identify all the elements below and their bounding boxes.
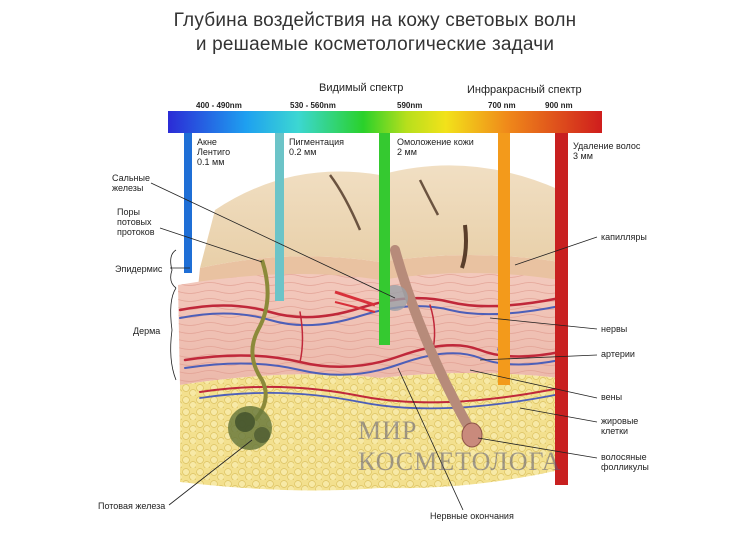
sweat-gland (228, 259, 272, 450)
wavelength-label: 590nm (397, 101, 423, 110)
diagram-title-line2: и решаемые косметологические задачи (195, 34, 555, 55)
band-acne-depth: 0.1 мм (197, 157, 225, 167)
label-epidermis: Эпидермис (115, 264, 163, 274)
band-label-pigmentation: Пигментация 0.2 мм (289, 137, 344, 157)
band-label-hair-removal: Удаление волос 3 мм (573, 141, 640, 161)
wavelength-label: 700 nm (488, 101, 516, 110)
fat-layer (180, 373, 560, 491)
label-capillaries: капилляры (601, 232, 647, 242)
label-arteries: артерии (601, 349, 635, 359)
watermark-line2: КОСМЕТОЛОГА (358, 447, 562, 476)
label-hair-follicles: волосяные фолликулы (601, 452, 649, 472)
label-nerves: нервы (601, 324, 628, 334)
infrared-spectrum-label: Инфракрасный спектр (467, 84, 582, 96)
hair-follicles (328, 174, 483, 448)
label-nerve-endings: Нервные окончания (430, 511, 514, 521)
band-pigmentation (275, 133, 284, 301)
label-sebaceous-line1: Сальные (112, 173, 150, 183)
label-sweat-gland: Потовая железа (98, 501, 166, 511)
watermark-line1: МИР (358, 416, 418, 445)
label-fat-cells: жировые клетки (601, 416, 638, 436)
label-pores-line1: Поры (117, 207, 140, 217)
band-acne-text: Акне (197, 137, 217, 147)
wavelength-label: 400 - 490nm (196, 101, 242, 110)
wavelength-label: 900 nm (545, 101, 573, 110)
band-lentigo-text: Лентиго (197, 147, 231, 157)
label-follicles-line1: волосяные (601, 452, 647, 462)
band-rejuvenation (379, 133, 390, 345)
label-fat-line2: клетки (601, 426, 629, 436)
band-acne-lentigo (184, 133, 192, 273)
band-hair-removal (555, 133, 568, 485)
band-pigmentation-depth: 0.2 мм (289, 147, 317, 157)
blood-vessels (178, 296, 562, 410)
label-sebaceous-glands: Сальные железы (112, 173, 150, 193)
band-pigmentation-text: Пигментация (289, 137, 345, 147)
label-follicles-line2: фолликулы (601, 462, 649, 472)
wavelength-label: 530 - 560nm (290, 101, 336, 110)
band-hair-removal-depth: 3 мм (573, 151, 593, 161)
label-dermis: Дерма (133, 326, 161, 336)
diagram-title-line1: Глубина воздействия на кожу световых вол… (173, 10, 577, 31)
band-orange (498, 133, 510, 385)
label-sweat-pores: Поры потовых протоков (117, 207, 155, 237)
label-veins: вены (601, 392, 623, 402)
band-rejuvenation-depth: 2 мм (397, 147, 417, 157)
label-sebaceous-line2: железы (112, 183, 144, 193)
label-pores-line3: протоков (117, 227, 155, 237)
label-pores-line2: потовых (117, 217, 152, 227)
leader-lines (150, 182, 598, 511)
band-rejuvenation-text: Омоложение кожи (397, 137, 474, 147)
label-fat-line1: жировые (601, 416, 639, 426)
light-spectrum-bar (168, 111, 602, 133)
visible-spectrum-label: Видимый спектр (319, 82, 404, 94)
band-hair-removal-text: Удаление волос (573, 141, 641, 151)
band-label-acne: Акне Лентиго 0.1 мм (197, 137, 230, 167)
band-label-rejuvenation: Омоложение кожи 2 мм (397, 137, 474, 157)
